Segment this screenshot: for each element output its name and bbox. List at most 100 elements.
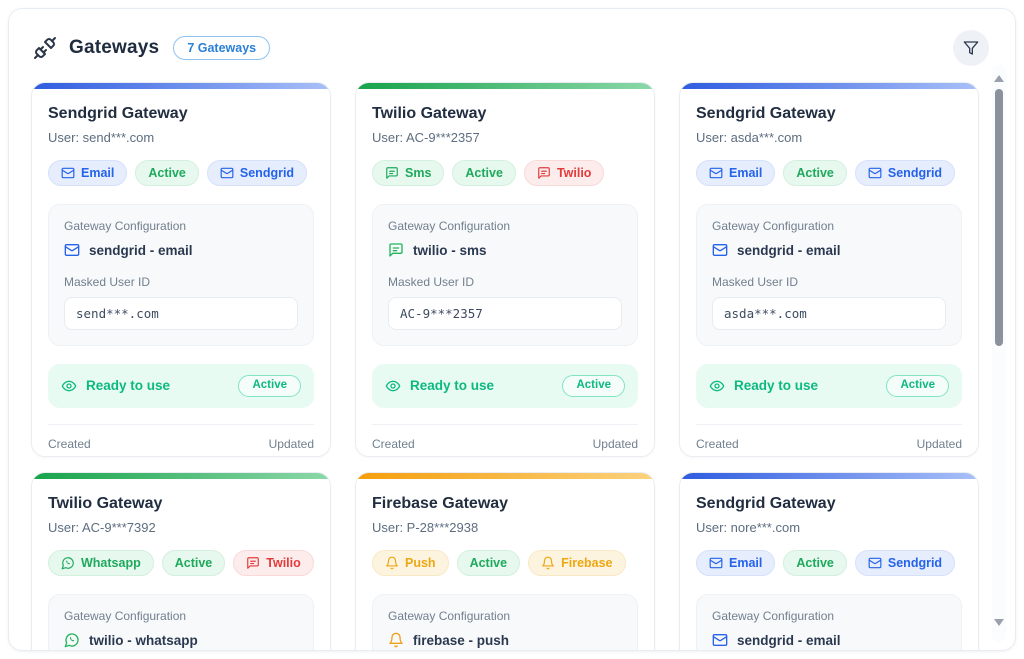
status-banner: Ready to use Active xyxy=(372,364,638,408)
email-icon xyxy=(709,556,723,570)
config-type-row: sendgrid - email xyxy=(64,242,298,258)
card-title: Sendgrid Gateway xyxy=(696,105,836,122)
tag-label: Active xyxy=(465,165,503,180)
masked-user-id-label: Masked User ID xyxy=(712,275,799,289)
filter-icon xyxy=(963,40,979,56)
email-icon xyxy=(868,166,882,180)
filter-button[interactable] xyxy=(953,30,989,66)
chat-icon xyxy=(537,166,551,180)
cards-grid: Sendgrid Gateway User: send***.com Email Ac… xyxy=(31,82,1015,650)
card-body: Twilio Gateway User: AC-9***7392 Whatsapp A… xyxy=(32,479,330,650)
updated-value: 3 months ago xyxy=(226,456,314,457)
created-label: Created xyxy=(372,436,415,451)
config-type-row: twilio - whatsapp xyxy=(64,632,298,648)
masked-user-id-field[interactable]: asda***.com xyxy=(712,297,946,330)
card-user: User: AC-9***2357 xyxy=(372,130,480,145)
tag-active: Active xyxy=(783,160,847,186)
config-section-label: Gateway Configuration xyxy=(388,219,511,233)
masked-user-id-field[interactable]: AC-9***2357 xyxy=(388,297,622,330)
tag-sendgrid: Sendgrid xyxy=(206,160,308,186)
updated-value: 3 months ago xyxy=(550,456,638,457)
config-type-label: sendgrid - email xyxy=(737,242,841,258)
gateway-config-box: Gateway Configuration sendgrid - email Mas… xyxy=(48,204,314,346)
card-title: Sendgrid Gateway xyxy=(696,495,836,512)
status-badge: Active xyxy=(238,375,301,397)
config-type-row: sendgrid - email xyxy=(712,242,946,258)
tag-label: Sendgrid xyxy=(239,165,295,180)
gateway-config-box: Gateway Configuration twilio - sms Masked … xyxy=(372,204,638,346)
tags-row: Email Active Sendgrid xyxy=(48,160,314,186)
config-type-label: sendgrid - email xyxy=(89,242,193,258)
tag-label: Active xyxy=(469,555,508,570)
tag-label: Email xyxy=(729,555,763,570)
card-accent-bar xyxy=(680,473,978,479)
card-title: Twilio Gateway xyxy=(372,105,487,122)
tag-email: Email xyxy=(48,160,128,186)
config-section-label: Gateway Configuration xyxy=(64,609,187,623)
bell-icon xyxy=(388,632,404,648)
tag-active: Active xyxy=(783,550,847,576)
tag-sendgrid: Sendgrid xyxy=(854,160,956,186)
tag-label: Sms xyxy=(405,165,432,180)
card-title: Twilio Gateway xyxy=(48,495,163,512)
tag-label: Active xyxy=(796,165,834,180)
email-icon xyxy=(709,166,723,180)
tag-label: Whatsapp xyxy=(81,555,141,570)
gateway-card: Sendgrid Gateway User: nore***.com Email Ac… xyxy=(679,472,979,650)
card-user: User: P-28***2938 xyxy=(372,520,479,535)
config-section-label: Gateway Configuration xyxy=(388,609,511,623)
tag-label: Email xyxy=(81,165,115,180)
gateways-panel: Gateways 7 Gateways Sendgrid Gateway User… xyxy=(8,8,1016,651)
created-column: Created Aug 05, 2025 xyxy=(48,437,131,457)
email-icon xyxy=(61,166,75,180)
tag-email: Email xyxy=(696,160,776,186)
tag-label: Email xyxy=(729,165,763,180)
card-title: Sendgrid Gateway xyxy=(48,105,188,122)
scrollbar-up-arrow[interactable] xyxy=(994,75,1004,82)
masked-user-id-label: Masked User ID xyxy=(388,275,475,289)
card-body: Sendgrid Gateway User: send***.com Email Ac… xyxy=(32,89,330,457)
gateway-card: Firebase Gateway User: P-28***2938 Push Act… xyxy=(355,472,655,650)
unplug-icon xyxy=(33,36,57,60)
card-accent-bar xyxy=(356,83,654,89)
tag-twilio: Twilio xyxy=(233,550,314,576)
card-footer: Created Aug 05, 2025 Updated 3 months ago xyxy=(48,423,314,457)
gateway-card: Twilio Gateway User: AC-9***2357 Sms Active… xyxy=(355,82,655,457)
chat-icon xyxy=(388,242,404,258)
status-label: Ready to use xyxy=(86,378,171,394)
tag-label: Active xyxy=(148,165,186,180)
tag-firebase: Firebase xyxy=(528,550,626,576)
tag-active: Active xyxy=(452,160,516,186)
tag-label: Sendgrid xyxy=(887,165,943,180)
created-column: Created Aug 05, 2025 xyxy=(372,436,455,457)
masked-user-id-field[interactable]: send***.com xyxy=(64,297,298,330)
status-left: Ready to use xyxy=(385,378,494,394)
tag-label: Sendgrid xyxy=(887,555,943,570)
eye-icon xyxy=(709,378,725,394)
updated-column: Updated Unknown xyxy=(901,437,962,457)
card-user: User: AC-9***7392 xyxy=(48,520,156,535)
tag-label: Twilio xyxy=(266,555,301,570)
scrollbar-thumb[interactable] xyxy=(995,89,1003,346)
config-type-label: twilio - sms xyxy=(413,242,487,258)
card-body: Sendgrid Gateway User: nore***.com Email Ac… xyxy=(680,479,978,650)
email-icon xyxy=(712,242,728,258)
tag-label: Active xyxy=(174,555,213,570)
card-body: Firebase Gateway User: P-28***2938 Push Act… xyxy=(356,479,654,650)
gateway-config-box: Gateway Configuration sendgrid - email Mas… xyxy=(696,204,962,346)
bell-icon xyxy=(385,556,399,570)
bell-icon xyxy=(541,556,555,570)
gateway-count-badge: 7 Gateways xyxy=(173,36,271,60)
updated-column: Updated 3 months ago xyxy=(226,437,314,457)
tag-whatsapp: Whatsapp xyxy=(48,550,154,576)
card-accent-bar xyxy=(356,473,654,479)
eye-icon xyxy=(61,378,77,394)
created-value: Aug 26, 2025 xyxy=(696,456,779,457)
card-footer: Created Aug 05, 2025 Updated 3 months ago xyxy=(372,423,638,457)
scrollbar-down-arrow[interactable] xyxy=(994,619,1004,626)
gateway-card: Twilio Gateway User: AC-9***7392 Whatsapp A… xyxy=(31,472,331,650)
tags-row: Sms Active Twilio xyxy=(372,160,638,186)
updated-value: Unknown xyxy=(901,456,962,457)
